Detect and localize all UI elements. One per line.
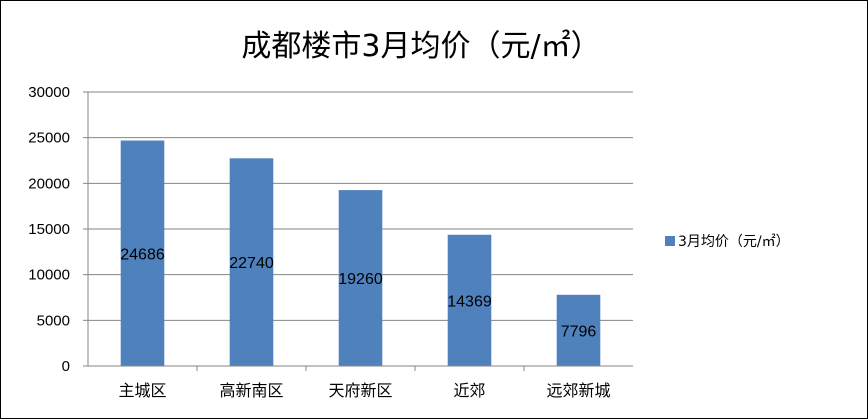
bar <box>120 140 165 366</box>
chart-title: 成都楼市3月均价（元/㎡） <box>241 29 600 64</box>
y-tick-label: 15000 <box>28 221 70 238</box>
legend-label: 3月均价（元/㎡） <box>678 234 790 250</box>
bars <box>120 140 601 366</box>
data-label: 24686 <box>120 246 165 263</box>
axes <box>83 91 633 371</box>
y-tick-label: 0 <box>62 358 70 375</box>
x-category-label: 远郊新城 <box>546 381 610 400</box>
data-label: 22740 <box>229 255 274 272</box>
y-tick-label: 10000 <box>28 267 70 284</box>
data-label: 14369 <box>447 293 492 310</box>
bar <box>556 294 601 366</box>
y-tick-label: 20000 <box>28 175 70 192</box>
y-tick-label: 25000 <box>28 130 70 147</box>
bar <box>447 234 492 366</box>
y-tick-label: 30000 <box>28 84 70 101</box>
bar <box>229 158 274 366</box>
x-category-label: 天府新区 <box>328 381 392 400</box>
x-category-label: 近郊 <box>453 381 485 400</box>
legend: 3月均价（元/㎡） <box>665 234 790 250</box>
x-category-label: 高新南区 <box>219 381 283 400</box>
labels: 0 5000 10000 15000 20000 25000 30000 主城区 24686 高新… <box>28 84 610 400</box>
x-category-label: 主城区 <box>118 381 166 400</box>
bar <box>338 190 383 366</box>
y-tick-label: 5000 <box>37 312 70 329</box>
data-label: 7796 <box>561 323 597 340</box>
data-label: 19260 <box>338 271 383 288</box>
legend-swatch <box>665 236 675 246</box>
